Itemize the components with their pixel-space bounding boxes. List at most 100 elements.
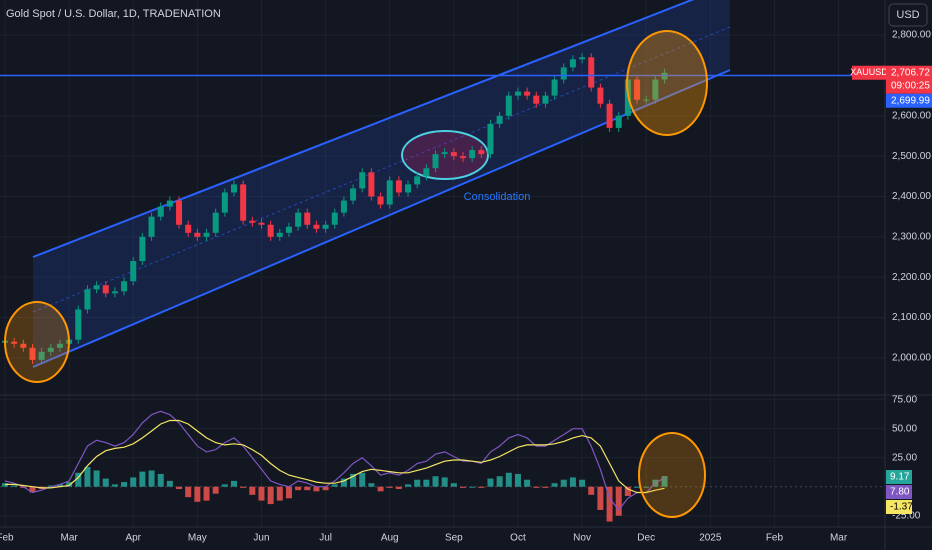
- candle: [441, 152, 448, 155]
- candle: [157, 206, 164, 217]
- highlight-circle: [4, 301, 70, 383]
- histogram-bar: [634, 486, 641, 488]
- histogram-bar: [432, 476, 439, 487]
- histogram-bar: [524, 479, 531, 487]
- candle: [377, 196, 384, 205]
- x-tick-label: Mar: [61, 533, 79, 544]
- channel-upper: [32, 0, 695, 258]
- candle: [405, 184, 412, 193]
- histogram-bar: [460, 486, 466, 488]
- last-value-label: 7.80: [890, 487, 910, 498]
- candle: [194, 232, 201, 237]
- last-value-tag: [886, 500, 912, 514]
- histogram-bar: [121, 482, 128, 487]
- candle: [514, 91, 521, 96]
- histogram-bar: [542, 486, 549, 488]
- last-price: 2,706.72: [891, 67, 930, 78]
- histogram-bar: [267, 486, 274, 505]
- x-tick-label: Apr: [125, 533, 141, 544]
- candle: [350, 188, 357, 201]
- histogram-bar: [148, 470, 155, 487]
- candle: [258, 222, 265, 225]
- histogram-bar: [478, 486, 485, 488]
- histogram-bar: [377, 486, 384, 492]
- candle: [56, 343, 63, 348]
- candle: [450, 152, 457, 157]
- histogram-bar: [469, 486, 476, 488]
- y-tick-label: 2,400.00: [892, 191, 931, 202]
- y-tick-label: 2,600.00: [892, 110, 931, 121]
- candle: [75, 309, 82, 340]
- currency-button[interactable]: [888, 3, 928, 27]
- candle: [469, 150, 476, 159]
- candle: [368, 172, 375, 197]
- y-tick-label: 2,300.00: [892, 231, 931, 242]
- symbol-label: XAUUSD: [850, 67, 888, 77]
- candle: [340, 200, 347, 213]
- histogram-bar: [414, 479, 421, 487]
- y-tick-label: 2,500.00: [892, 151, 931, 162]
- histogram-bar: [505, 472, 512, 487]
- candle: [386, 180, 393, 205]
- y-tick-label: 2,800.00: [892, 30, 931, 41]
- candle: [203, 232, 210, 237]
- y-tick-label: 2,200.00: [892, 272, 931, 283]
- candle: [524, 91, 531, 96]
- histogram-bar: [276, 486, 283, 501]
- histogram-bar: [643, 486, 650, 488]
- x-tick-label: Sep: [445, 533, 463, 544]
- x-tick-label: Mar: [830, 533, 848, 544]
- histogram-bar: [285, 486, 292, 499]
- histogram-bar: [359, 472, 366, 487]
- x-tick-label: Nov: [573, 533, 591, 544]
- histogram-bar: [322, 486, 329, 491]
- histogram-bar: [185, 486, 192, 498]
- candle: [148, 216, 155, 237]
- histogram-bar: [450, 483, 457, 487]
- candle: [432, 154, 439, 169]
- histogram-bar: [212, 486, 219, 494]
- histogram-bar: [56, 484, 63, 487]
- candle: [533, 95, 540, 104]
- candle: [166, 200, 173, 207]
- histogram-bar: [231, 480, 237, 487]
- indicator-line: [5, 419, 665, 494]
- histogram-bar: [66, 482, 73, 487]
- currency-label[interactable]: USD: [896, 9, 919, 21]
- histogram-bar: [597, 486, 604, 510]
- candle: [395, 180, 402, 193]
- histogram-bar: [386, 486, 393, 488]
- candle: [231, 184, 237, 193]
- histogram-bar: [194, 486, 201, 502]
- candle: [643, 99, 650, 101]
- candle: [93, 285, 100, 290]
- candle: [285, 226, 292, 233]
- candle: [185, 224, 192, 233]
- price-tag: [886, 65, 932, 94]
- candle: [47, 347, 54, 352]
- last-value-label: -1.37: [890, 502, 913, 513]
- channel-lower: [32, 69, 731, 368]
- y-tick-label: 2,100.00: [892, 312, 931, 323]
- histogram-bar: [295, 486, 302, 491]
- y-tick-label: 50.00: [892, 423, 917, 434]
- x-tick-label: 2025: [699, 533, 722, 544]
- candle: [414, 176, 421, 185]
- histogram-bar: [75, 472, 82, 487]
- x-tick-label: Feb: [0, 533, 14, 544]
- candle: [212, 212, 219, 233]
- candle: [139, 236, 146, 262]
- candle: [487, 123, 494, 155]
- candle: [579, 57, 586, 60]
- candle: [295, 212, 302, 227]
- histogram-bar: [405, 484, 412, 487]
- candle: [569, 59, 576, 68]
- symbol-tag: [852, 65, 886, 80]
- candle: [11, 341, 18, 344]
- candle: [652, 79, 659, 100]
- histogram-bar: [579, 479, 586, 487]
- histogram-bar: [157, 473, 164, 487]
- y-tick-label: -25.00: [892, 510, 921, 521]
- last-value-tag: [886, 485, 912, 499]
